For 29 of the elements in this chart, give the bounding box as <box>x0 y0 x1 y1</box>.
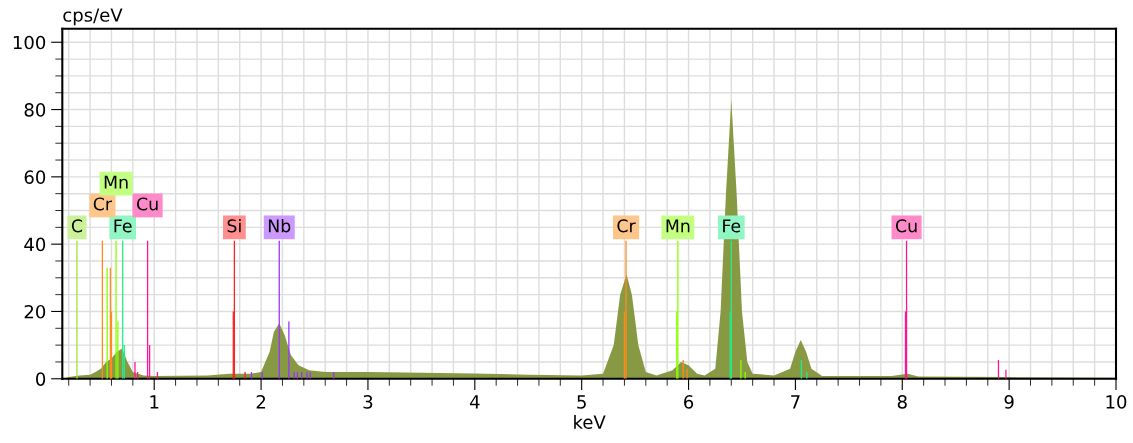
series-label: Mn <box>666 219 690 233</box>
series-label: Si <box>227 218 241 233</box>
y-tick-label: 40 <box>24 237 46 252</box>
text: Mn <box>104 175 128 189</box>
x-tick-label: 7 <box>791 395 800 409</box>
series-label: Cr <box>617 219 636 233</box>
y-tick-label: 0 <box>36 372 46 386</box>
x-tick-label: 9 <box>1004 395 1014 409</box>
y-tick-label: 20 <box>24 304 46 319</box>
series-label: Fe <box>114 219 132 233</box>
x-tick-label: 8 <box>897 395 907 409</box>
x-tick-label: 10 <box>1106 395 1127 409</box>
y-axis-title: cps/eV <box>63 8 123 26</box>
x-tick-label: 1 <box>150 395 159 409</box>
series-label: Cu <box>895 219 917 233</box>
x-tick-label: 5 <box>577 395 586 409</box>
x-tick-label: 2 <box>256 395 266 409</box>
x-axis-title: keV <box>574 414 606 429</box>
text: Fe <box>723 219 741 233</box>
series-label: C <box>71 219 83 233</box>
y-tick-label: 100 <box>13 35 46 50</box>
x-tick-label: 3 <box>363 395 373 409</box>
x-tick-label: 4 <box>469 395 480 409</box>
x-tick-label: 6 <box>684 395 694 409</box>
y-tick-label: 60 <box>24 170 46 184</box>
series-label: Nb <box>268 218 291 233</box>
text: Cu <box>137 197 158 211</box>
text: Cr <box>93 197 113 211</box>
y-tick-label: 80 <box>24 103 46 117</box>
